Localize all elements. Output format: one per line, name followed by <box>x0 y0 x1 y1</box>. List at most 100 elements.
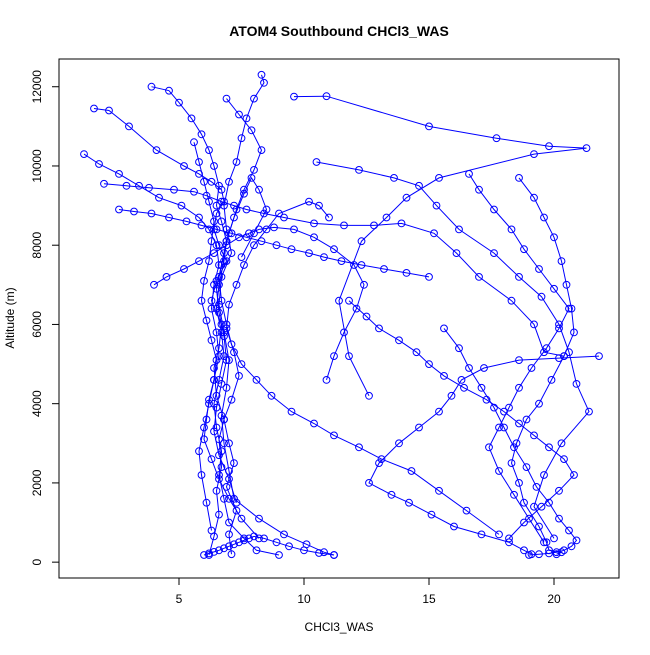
data-point <box>455 344 463 353</box>
data-point <box>287 407 296 416</box>
data-point <box>240 261 248 269</box>
data-point <box>572 536 581 545</box>
data-point <box>237 253 246 262</box>
data-point <box>210 217 218 226</box>
data-point <box>225 177 233 186</box>
data-point <box>217 328 226 337</box>
data-point <box>212 225 221 234</box>
data-point <box>565 304 573 313</box>
data-point <box>412 348 421 357</box>
data-point <box>395 439 403 448</box>
series-line <box>368 355 600 555</box>
data-point <box>540 538 548 547</box>
data-point <box>210 364 218 372</box>
data-point <box>212 486 221 495</box>
data-point <box>352 304 361 313</box>
data-point <box>250 229 258 238</box>
data-point <box>280 530 288 539</box>
data-point <box>530 150 538 159</box>
data-point <box>555 354 563 363</box>
data-point <box>535 265 543 273</box>
data-point <box>550 284 558 293</box>
data-point <box>202 415 211 424</box>
data-point <box>235 372 243 380</box>
data-point <box>252 546 261 555</box>
data-point <box>205 395 213 404</box>
data-point <box>520 518 528 527</box>
series-9 <box>100 179 568 361</box>
data-point <box>230 459 238 468</box>
data-point <box>530 502 538 511</box>
series-3 <box>290 92 591 400</box>
data-point <box>147 82 156 91</box>
data-point <box>190 138 198 147</box>
series-line <box>510 177 575 555</box>
data-point <box>310 233 318 242</box>
data-point <box>337 257 346 266</box>
data-point <box>267 391 276 400</box>
y-tick-label: 12000 <box>30 70 44 104</box>
data-point <box>245 229 253 238</box>
data-point <box>475 185 483 194</box>
series-line <box>218 98 500 535</box>
data-point <box>432 201 441 210</box>
data-point <box>215 261 223 269</box>
data-point <box>225 475 233 483</box>
data-point <box>362 312 371 321</box>
data-point <box>170 185 178 194</box>
data-point <box>540 213 548 222</box>
series-17 <box>115 205 433 281</box>
data-point <box>355 166 363 174</box>
data-point <box>247 174 256 182</box>
data-point <box>310 219 318 228</box>
data-point <box>212 356 221 365</box>
data-point <box>365 479 373 487</box>
data-point <box>212 403 221 412</box>
y-tick-label: 10000 <box>30 149 44 183</box>
data-point <box>225 494 233 503</box>
data-point <box>237 134 246 143</box>
data-point <box>202 316 211 325</box>
data-point <box>222 320 231 329</box>
data-point <box>200 177 208 186</box>
data-point <box>570 328 578 337</box>
data-point <box>235 233 243 242</box>
data-point <box>225 356 233 365</box>
data-point <box>215 308 223 317</box>
data-point <box>572 380 581 388</box>
data-point <box>357 261 366 269</box>
data-point <box>305 249 313 258</box>
data-point <box>562 280 571 289</box>
data-point <box>197 221 206 230</box>
data-point <box>415 181 423 190</box>
data-point <box>220 544 228 553</box>
data-point <box>322 376 331 384</box>
data-point <box>200 277 208 285</box>
data-point <box>217 217 226 226</box>
data-point <box>220 352 228 361</box>
data-point <box>80 150 88 159</box>
data-point <box>240 536 248 545</box>
data-point <box>222 237 231 246</box>
data-point <box>250 532 258 541</box>
data-point <box>205 146 213 155</box>
data-point <box>480 364 488 372</box>
data-point <box>257 146 266 155</box>
data-point <box>490 403 498 412</box>
data-point <box>405 498 413 507</box>
data-point <box>220 415 228 424</box>
data-point <box>290 225 298 234</box>
data-point <box>215 475 223 483</box>
data-point <box>335 296 343 305</box>
data-point <box>250 241 258 250</box>
series-line <box>103 183 565 357</box>
data-point <box>210 427 218 436</box>
data-point <box>330 245 338 254</box>
data-point <box>507 296 516 305</box>
data-point <box>507 225 516 234</box>
data-point <box>382 213 391 222</box>
data-point <box>220 257 228 266</box>
data-point <box>217 197 226 206</box>
data-point <box>257 237 266 246</box>
